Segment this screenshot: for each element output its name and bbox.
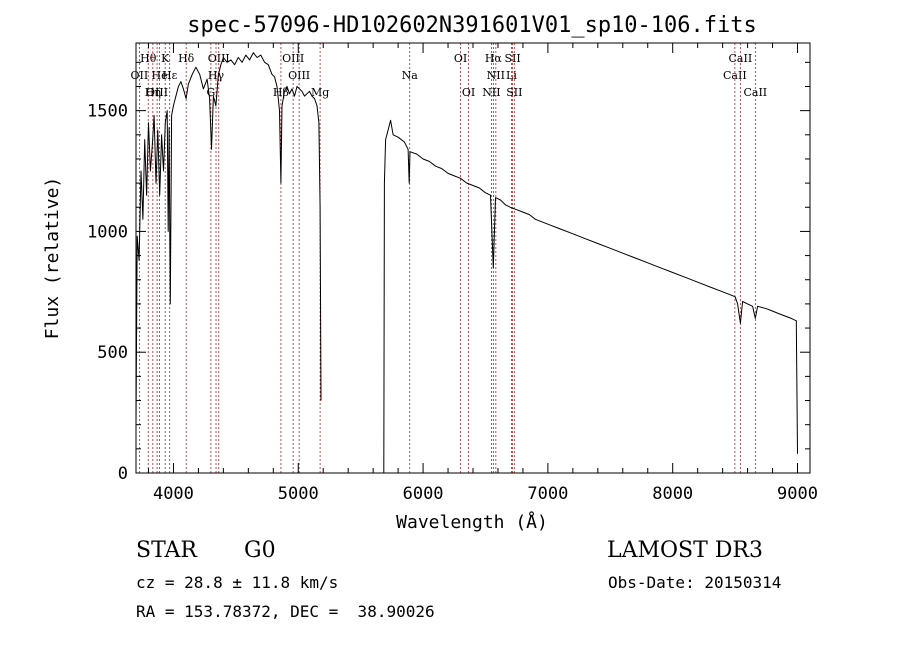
- x-axis-label: Wavelength (Å): [396, 511, 548, 533]
- line-label: NII: [482, 86, 500, 99]
- line-label: OII: [131, 69, 149, 82]
- line-label: G: [206, 86, 215, 99]
- y-tick-label: 0: [118, 464, 128, 484]
- line-label: NII: [487, 69, 505, 82]
- line-label: He: [152, 69, 168, 82]
- line-label: Hε: [162, 69, 178, 82]
- line-label: Mg: [311, 86, 329, 99]
- line-label: OIII: [282, 52, 304, 65]
- y-tick-label: 1000: [87, 222, 128, 242]
- observation-date: Obs-Date: 20150314: [608, 573, 782, 592]
- line-label: Hβ: [273, 86, 289, 99]
- line-label: CaII: [729, 52, 753, 65]
- plot-frame: [135, 42, 811, 474]
- object-class: STAR: [136, 538, 197, 563]
- line-label: OIII: [146, 86, 168, 99]
- x-tick-label: 9000: [777, 484, 818, 504]
- y-axis-label: Flux (relative): [42, 177, 63, 340]
- survey-name: LAMOST DR3: [607, 538, 763, 563]
- line-label: SII: [506, 86, 522, 99]
- line-label: Hθ: [140, 52, 157, 65]
- x-tick-label: 7000: [527, 484, 568, 504]
- spectrum-line: [135, 52, 322, 425]
- x-tick-label: 6000: [403, 484, 444, 504]
- line-label: OIII: [208, 52, 230, 65]
- y-tick-label: 1500: [87, 102, 128, 122]
- x-tick-label: 5000: [278, 484, 319, 504]
- line-label: Li: [506, 69, 517, 82]
- line-label: CaII: [723, 69, 747, 82]
- spectrum-series: [135, 52, 798, 474]
- redshift-velocity: cz = 28.8 ± 11.8 km/s: [136, 573, 339, 592]
- line-label: K: [161, 52, 170, 65]
- axis-ticks: 4000 5000 6000 7000 8000 9000 0 500 1000 1500: [87, 43, 818, 504]
- chart-title: spec-57096-HD102602N391601V01_sp10-106.f…: [187, 13, 757, 38]
- line-label: OI: [454, 52, 467, 65]
- line-label: OIII: [288, 69, 310, 82]
- y-tick-label: 500: [97, 343, 128, 363]
- x-tick-label: 8000: [652, 484, 693, 504]
- spectrum-line: [383, 119, 798, 474]
- line-label: SII: [504, 52, 520, 65]
- line-label: Hη: [145, 86, 161, 99]
- coordinates: RA = 153.78372, DEC = 38.90026: [136, 602, 435, 621]
- line-label: Na: [402, 69, 419, 82]
- line-markers: [138, 43, 756, 473]
- line-label: OI: [462, 86, 475, 99]
- line-label: Hδ: [178, 52, 195, 65]
- x-tick-label: 4000: [153, 484, 194, 504]
- line-label: Hγ: [208, 69, 225, 82]
- line-label: CaII: [743, 86, 767, 99]
- object-subclass: G0: [244, 538, 276, 563]
- line-label: Hα: [485, 52, 503, 65]
